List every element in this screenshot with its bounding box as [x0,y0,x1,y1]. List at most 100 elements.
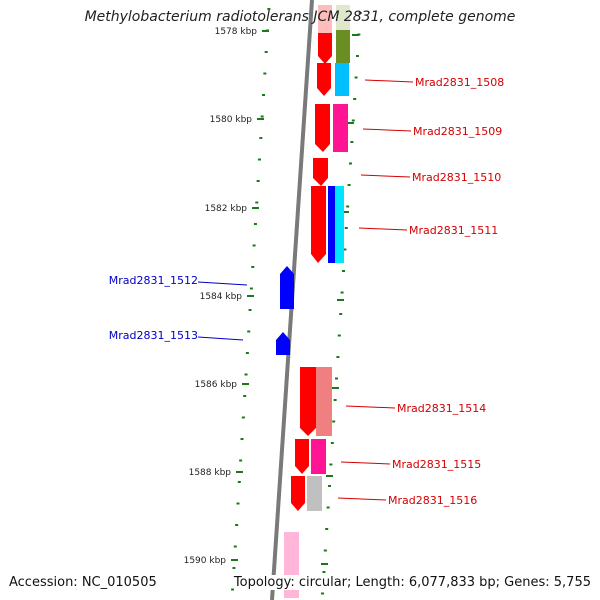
gene-label[interactable]: Mrad2831_1516 [388,494,477,507]
tick-label: 1580 kbp [210,115,253,125]
tick-label: 1588 kbp [189,468,232,478]
gene-arrow[interactable] [315,104,330,152]
tick-label: 1590 kbp [184,556,227,566]
minor-dot [358,12,362,14]
minor-dot [245,352,249,354]
gene-arrow[interactable] [317,63,331,96]
minor-dot [257,158,261,161]
minor-dot [347,184,351,186]
minor-dot [333,399,337,401]
label-leader [360,174,411,178]
minor-dot [267,8,271,10]
gene-label[interactable]: Mrad2831_1513 [109,329,198,342]
minor-dot [325,528,329,530]
minor-dot [256,180,260,182]
minor-dot [322,571,326,573]
minor-dot [341,270,345,272]
minor-dot [336,356,340,358]
minor-dot [330,442,334,444]
gene-arrow[interactable] [313,158,328,186]
minor-dot [323,549,327,552]
minor-dot [233,545,237,548]
minor-dot [240,438,244,440]
minor-dot [346,205,350,208]
cog-block [333,104,348,152]
gene-label[interactable]: Mrad2831_1509 [413,125,502,138]
minor-dot [247,330,251,333]
reverse-gene-track [276,266,294,355]
minor-dot [232,567,236,569]
gene-arrow[interactable] [291,476,305,511]
label-leader [197,281,248,286]
forward-gene-track [291,5,332,511]
label-leader [345,405,396,409]
minor-dot [262,94,265,96]
label-leader [337,497,387,501]
gene-label[interactable]: Mrad2831_1514 [397,402,486,415]
minor-dot [340,291,344,294]
cog-block [318,5,332,33]
minor-dot [354,76,358,79]
minor-dot [344,227,348,229]
minor-dot [337,334,341,337]
gene-arrow[interactable] [276,332,290,355]
minor-dot [235,524,239,526]
minor-dot [321,592,325,595]
minor-dot [263,72,267,75]
gene-label[interactable]: Mrad2831_1510 [412,171,501,184]
minor-tick-dots [231,8,362,595]
minor-dot [243,395,247,397]
gene-label[interactable]: Mrad2831_1511 [409,224,498,237]
minor-dot [252,244,256,247]
minor-dot [259,137,263,139]
label-leader [340,461,391,465]
minor-dot [241,416,245,419]
gene-arrow[interactable] [280,266,294,309]
minor-dot [334,377,338,380]
minor-dot [332,420,336,423]
cog-block [316,367,332,436]
minor-dot [249,287,253,290]
minor-dot [231,588,235,591]
minor-dot [239,459,243,462]
cog-block [307,476,322,511]
minor-dot [255,201,259,204]
minor-dot [248,309,252,311]
gene-arrow[interactable] [295,439,309,474]
label-leader [358,227,408,231]
accession-label: Accession: NC_010505 [9,575,157,590]
forward-label-leaders: Mrad2831_1508 Mrad2831_1509 Mrad2831_1510 M… [337,76,504,507]
minor-dot [260,115,264,118]
map-title: Methylobacterium radiotolerans JCM 2831,… [84,9,516,25]
tick-label: 1584 kbp [200,292,243,302]
reverse-label-leaders: Mrad2831_1512 Mrad2831_1513 [109,274,248,342]
cog-block [335,186,344,263]
minor-dot [253,223,257,225]
minor-dot [355,55,359,57]
minor-dot [351,119,355,122]
tick-label: 1582 kbp [205,204,248,214]
genome-summary: Topology: circular; Length: 6,077,833 bp… [233,575,591,590]
gene-label[interactable]: Mrad2831_1508 [415,76,504,89]
cog-track [284,5,350,598]
gene-arrow[interactable] [311,186,326,263]
gene-arrow[interactable] [300,367,316,436]
minor-dot [350,141,354,143]
cog-block [328,186,335,263]
minor-dot [328,485,332,487]
label-leader [197,336,244,341]
minor-dot [353,98,357,100]
scale-ticks: 1578 kbp 1580 kbp 1582 kbp 1584 kbp 1586 kbp… [184,27,359,566]
gene-label[interactable]: Mrad2831_1512 [109,274,198,287]
minor-dot [326,506,330,509]
minor-dot [236,502,240,505]
cog-block [311,439,326,474]
cog-block [336,5,350,33]
tick-label: 1578 kbp [215,27,258,37]
minor-dot [264,51,268,53]
minor-dot [339,313,343,315]
gene-label[interactable]: Mrad2831_1515 [392,458,481,471]
label-leader [362,128,412,132]
cog-block [335,63,349,96]
minor-dot [237,481,241,483]
